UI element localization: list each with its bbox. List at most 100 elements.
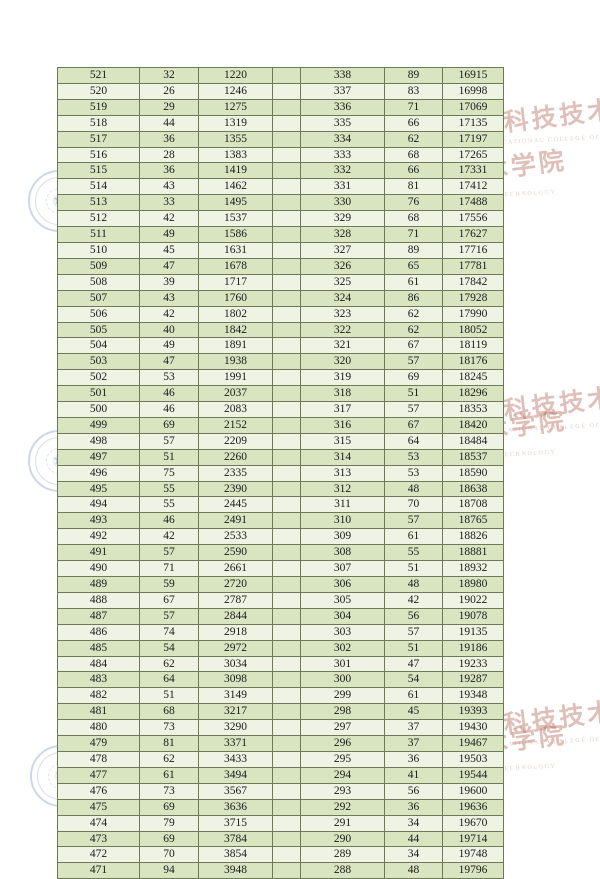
table-row: 494 55 2445 311 70 18708: [57, 496, 504, 514]
cell-rank-left: 1586: [198, 226, 273, 243]
table-row: 493 46 2491 310 57 18765: [57, 512, 504, 530]
cell-score-right: 306: [300, 576, 385, 593]
table-row: 498 57 2209 315 64 18484: [57, 432, 504, 450]
cell-score-left: 493: [57, 512, 140, 530]
cell-score-left: 509: [57, 257, 140, 275]
cell-count-left: 51: [139, 448, 199, 466]
cell-count-right: 76: [384, 194, 443, 212]
cell-spacer: [272, 576, 301, 593]
cell-count-right: 67: [384, 416, 443, 434]
table-row: 492 42 2533 309 61 18826: [57, 528, 504, 546]
cell-rank-left: 3567: [198, 782, 273, 800]
cell-count-left: 29: [139, 98, 199, 116]
cell-score-right: 294: [300, 766, 385, 784]
cell-rank-right: 19748: [442, 846, 504, 864]
table-row: 516 28 1383 333 68 17265: [57, 146, 504, 164]
cell-count-left: 46: [139, 512, 199, 530]
cell-spacer: [272, 639, 301, 657]
cell-rank-left: 3371: [198, 735, 273, 752]
table-row: 506 42 1802 323 62 17990: [57, 305, 504, 323]
cell-rank-left: 3948: [198, 862, 273, 879]
table-row: 483 64 3098 300 54 19287: [57, 671, 504, 689]
cell-rank-right: 17781: [442, 257, 504, 275]
cell-count-left: 69: [139, 798, 199, 816]
cell-rank-left: 1462: [198, 178, 273, 196]
table-row: 502 53 1991 319 69 18245: [57, 369, 504, 387]
cell-count-left: 47: [139, 257, 199, 275]
cell-count-left: 79: [139, 814, 199, 832]
cell-count-right: 71: [384, 226, 443, 243]
cell-count-right: 34: [384, 846, 443, 864]
cell-spacer: [272, 735, 301, 752]
cell-count-right: 57: [384, 401, 443, 418]
cell-count-left: 46: [139, 385, 199, 403]
cell-score-right: 337: [300, 82, 385, 100]
cell-spacer: [272, 623, 301, 641]
cell-count-right: 65: [384, 257, 443, 275]
cell-spacer: [272, 591, 301, 609]
cell-score-right: 290: [300, 830, 385, 848]
cell-rank-left: 1383: [198, 146, 273, 164]
cell-count-right: 53: [384, 464, 443, 482]
cell-score-left: 490: [57, 560, 140, 577]
cell-score-right: 334: [300, 130, 385, 148]
cell-score-right: 311: [300, 496, 385, 514]
cell-score-right: 319: [300, 369, 385, 387]
cell-spacer: [272, 194, 301, 212]
cell-count-right: 69: [384, 369, 443, 387]
cell-count-right: 61: [384, 528, 443, 546]
cell-count-right: 62: [384, 321, 443, 339]
cell-score-left: 474: [57, 814, 140, 832]
cell-rank-left: 3784: [198, 830, 273, 848]
cell-count-right: 81: [384, 178, 443, 196]
table-row: 482 51 3149 299 61 19348: [57, 687, 504, 705]
cell-count-right: 70: [384, 496, 443, 514]
cell-score-right: 335: [300, 114, 385, 132]
cell-count-right: 62: [384, 305, 443, 323]
cell-rank-right: 18245: [442, 369, 504, 387]
cell-score-right: 301: [300, 655, 385, 673]
cell-rank-left: 1842: [198, 321, 273, 339]
cell-score-left: 471: [57, 862, 140, 879]
cell-count-left: 75: [139, 464, 199, 482]
cell-score-left: 510: [57, 241, 140, 259]
cell-spacer: [272, 512, 301, 530]
cell-count-left: 68: [139, 703, 199, 721]
cell-count-right: 89: [384, 67, 443, 84]
cell-rank-right: 18353: [442, 401, 504, 418]
cell-score-right: 291: [300, 814, 385, 832]
cell-score-left: 480: [57, 719, 140, 737]
cell-count-right: 61: [384, 687, 443, 705]
cell-spacer: [272, 719, 301, 737]
cell-score-left: 497: [57, 448, 140, 466]
cell-rank-left: 3149: [198, 687, 273, 705]
cell-rank-left: 2152: [198, 416, 273, 434]
cell-rank-right: 18537: [442, 448, 504, 466]
cell-count-left: 69: [139, 830, 199, 848]
cell-rank-right: 16915: [442, 67, 504, 84]
table-row: 518 44 1319 335 66 17135: [57, 114, 504, 132]
cell-count-right: 51: [384, 639, 443, 657]
table-row: 510 45 1631 327 89 17716: [57, 241, 504, 259]
cell-spacer: [272, 146, 301, 164]
cell-rank-left: 2720: [198, 576, 273, 593]
table-row: 490 71 2661 307 51 18932: [57, 560, 504, 577]
cell-rank-right: 17556: [442, 210, 504, 228]
cell-count-left: 36: [139, 130, 199, 148]
cell-rank-left: 2445: [198, 496, 273, 514]
table-row: 474 79 3715 291 34 19670: [57, 814, 504, 832]
cell-score-right: 328: [300, 226, 385, 243]
cell-count-left: 43: [139, 178, 199, 196]
cell-count-right: 89: [384, 241, 443, 259]
cell-score-right: 299: [300, 687, 385, 705]
cell-spacer: [272, 798, 301, 816]
cell-spacer: [272, 846, 301, 864]
cell-count-left: 39: [139, 273, 199, 291]
table-row: 478 62 3433 295 36 19503: [57, 750, 504, 768]
cell-count-right: 68: [384, 146, 443, 164]
cell-count-right: 61: [384, 273, 443, 291]
cell-rank-left: 2918: [198, 623, 273, 641]
cell-rank-left: 2661: [198, 560, 273, 577]
cell-count-left: 32: [139, 67, 199, 84]
cell-count-right: 36: [384, 798, 443, 816]
